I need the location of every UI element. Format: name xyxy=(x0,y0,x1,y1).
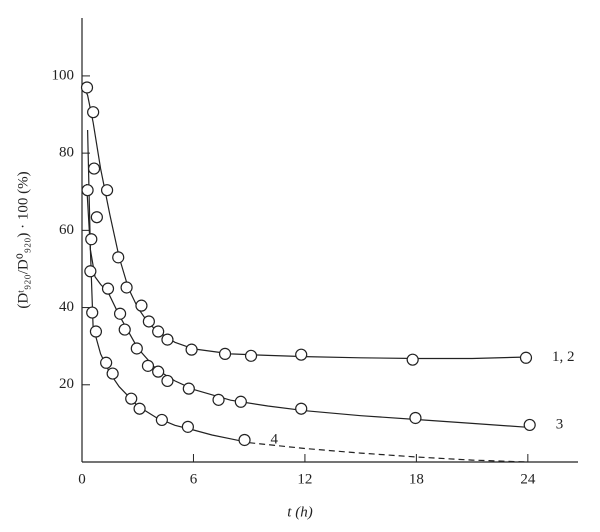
x-tick-label: 12 xyxy=(297,471,312,487)
y-tick-label: 100 xyxy=(52,67,75,83)
data-point xyxy=(295,348,308,361)
data-point xyxy=(135,299,148,312)
data-point xyxy=(212,393,225,406)
data-point xyxy=(519,351,533,364)
y-tick-label: 20 xyxy=(59,376,74,392)
data-point xyxy=(113,307,127,320)
data-point xyxy=(118,323,131,336)
data-point xyxy=(100,184,114,197)
data-point xyxy=(141,359,155,372)
y-tick-label: 60 xyxy=(59,222,74,238)
data-point xyxy=(89,325,103,338)
x-tick-label: 6 xyxy=(190,471,198,487)
data-point xyxy=(142,315,155,328)
curve-label: 3 xyxy=(556,416,564,432)
data-point xyxy=(120,281,133,294)
data-point xyxy=(85,233,98,246)
data-point xyxy=(101,282,115,295)
data-point xyxy=(409,411,422,425)
data-point xyxy=(81,184,94,197)
data-point xyxy=(295,402,308,415)
y-tick-label: 80 xyxy=(59,145,74,161)
data-point xyxy=(181,420,194,433)
data-point xyxy=(406,353,419,366)
data-point xyxy=(238,433,251,447)
fit-curve xyxy=(86,183,528,428)
data-point xyxy=(234,395,247,408)
data-point xyxy=(90,211,103,224)
y-axis-label: (Dᵗ₉₂₀/D⁰₉₂₀) · 100 (%) xyxy=(15,171,31,308)
x-tick-label: 18 xyxy=(409,471,424,487)
data-point xyxy=(152,365,165,378)
y-tick-label: 40 xyxy=(59,299,74,315)
data-point xyxy=(84,265,97,278)
data-point xyxy=(161,333,174,346)
fit-curve xyxy=(249,442,528,463)
curve-label: 4 xyxy=(271,431,279,447)
data-point xyxy=(155,413,168,427)
data-point xyxy=(106,367,119,380)
x-axis-label: t (h) xyxy=(287,504,312,520)
data-point xyxy=(218,347,232,360)
data-point xyxy=(523,418,536,432)
data-point xyxy=(152,325,165,338)
data-point xyxy=(86,306,99,319)
x-tick-label: 0 xyxy=(78,471,86,487)
x-tick-label: 24 xyxy=(520,471,536,487)
data-point xyxy=(112,251,125,264)
data-point xyxy=(87,162,101,175)
data-point xyxy=(100,356,113,369)
data-point xyxy=(125,392,138,405)
data-point xyxy=(87,106,100,119)
curve-label: 1, 2 xyxy=(552,349,575,365)
data-point xyxy=(185,343,198,356)
data-point xyxy=(80,81,94,94)
data-point xyxy=(130,342,143,355)
data-point xyxy=(161,374,174,388)
data-point xyxy=(244,349,258,362)
data-point xyxy=(133,402,146,415)
data-point xyxy=(182,382,195,395)
